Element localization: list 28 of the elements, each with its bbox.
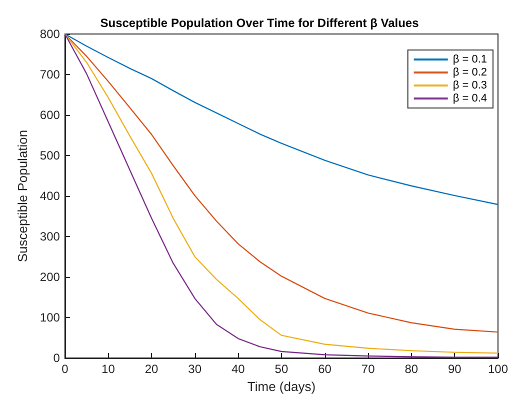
x-tick-label: 80 xyxy=(404,362,418,376)
y-tick-label: 700 xyxy=(40,68,60,82)
x-axis-title: Time (days) xyxy=(247,379,316,394)
y-tick-label: 500 xyxy=(40,148,60,162)
x-tick-label: 60 xyxy=(318,362,332,376)
x-tick-label: 40 xyxy=(231,362,246,376)
line-series xyxy=(64,33,499,206)
x-tick-label: 90 xyxy=(448,362,462,376)
y-tick-label: 800 xyxy=(40,27,60,41)
y-tick-label: 300 xyxy=(40,230,60,244)
y-tick-label: 200 xyxy=(40,270,60,284)
chart-title: Susceptible Population Over Time for Different β Values xyxy=(100,16,420,30)
y-tick-label: 600 xyxy=(40,108,60,122)
y-tick-label: 100 xyxy=(40,310,60,324)
x-tick-label: 50 xyxy=(274,362,288,376)
x-tick-label: 20 xyxy=(144,362,159,376)
y-axis-title: Susceptible Population xyxy=(15,130,30,262)
x-tick-label: 0 xyxy=(62,362,69,376)
y-tick-label: 400 xyxy=(40,189,60,203)
legend-label: β = 0.2 xyxy=(452,66,487,78)
x-tick-label: 30 xyxy=(188,362,202,376)
legend-label: β = 0.4 xyxy=(452,92,487,104)
x-tick-label: 100 xyxy=(488,362,508,376)
legend-label: β = 0.1 xyxy=(452,54,487,66)
y-tick-label: 0 xyxy=(53,351,60,365)
legend-label: β = 0.3 xyxy=(452,80,487,92)
x-tick-label: 10 xyxy=(102,362,116,376)
x-tick-label: 70 xyxy=(361,362,376,376)
